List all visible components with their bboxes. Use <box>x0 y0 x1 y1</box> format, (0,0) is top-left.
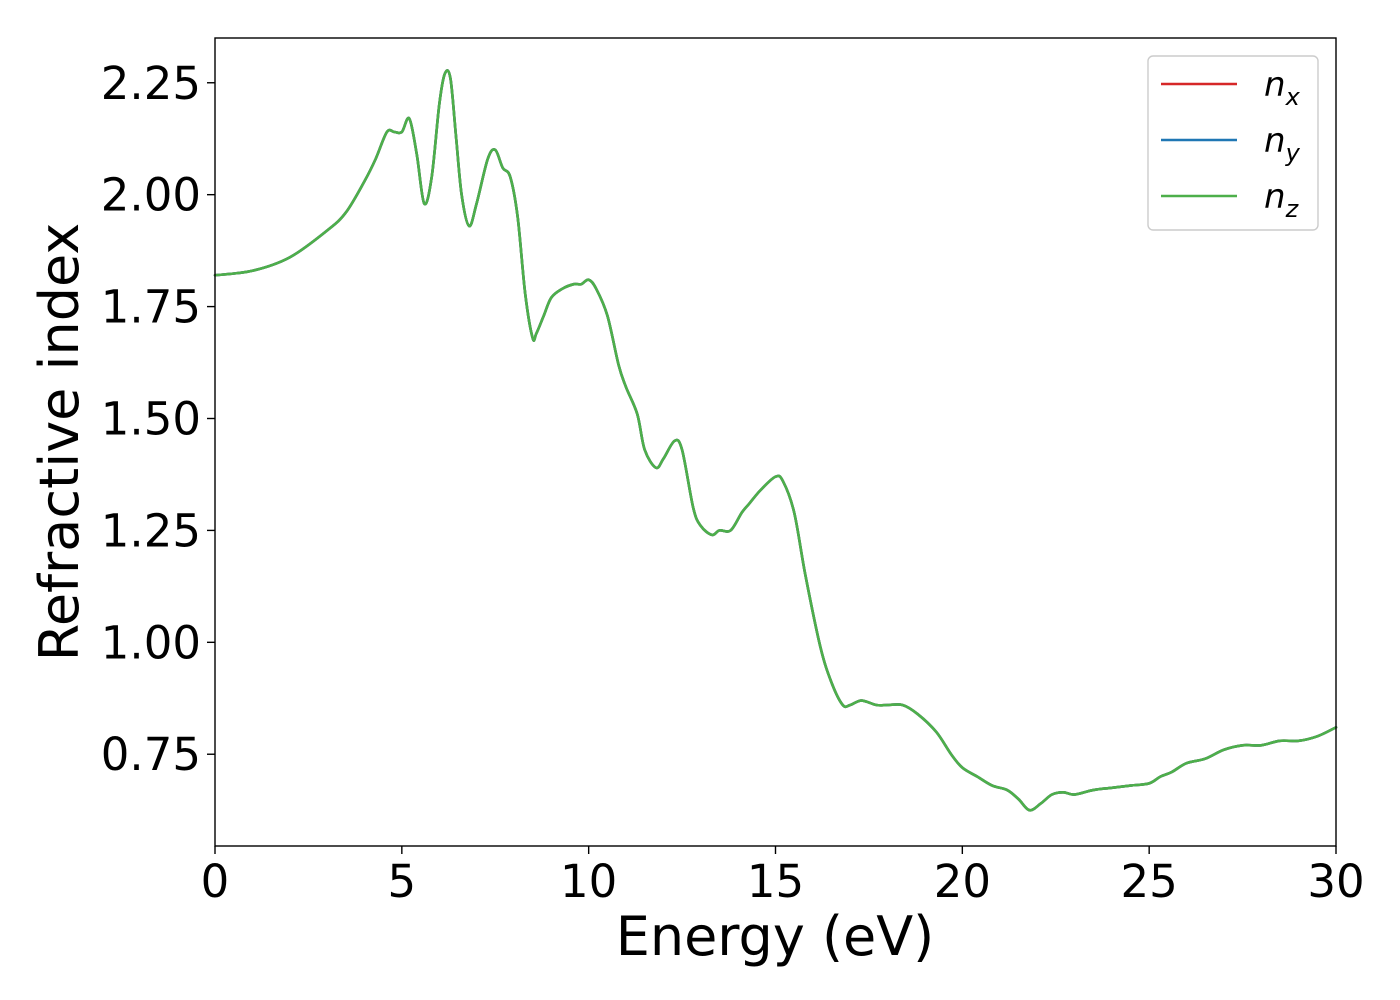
legend-label-base: n <box>1264 177 1286 217</box>
y-tick-label: 2.00 <box>101 169 201 222</box>
y-tick-label: 2.25 <box>101 57 201 110</box>
y-axis-label: Refractive index <box>28 223 91 662</box>
x-tick-label: 15 <box>747 855 804 908</box>
legend-label-ny: ny <box>1264 121 1301 167</box>
y-tick-label: 1.75 <box>101 281 201 334</box>
x-tick-label: 10 <box>560 855 617 908</box>
legend-label-base: n <box>1264 65 1286 105</box>
x-tick-label: 25 <box>1121 855 1178 908</box>
legend-label-nx: nx <box>1264 65 1301 111</box>
x-axis-label: Energy (eV) <box>616 905 935 968</box>
y-axis-ticks: 0.75 1.00 1.25 1.50 1.75 2.00 2.25 <box>101 57 215 781</box>
x-tick-label: 20 <box>934 855 991 908</box>
legend-label-subscript: y <box>1285 139 1301 167</box>
legend-label-subscript: z <box>1285 195 1300 223</box>
legend-label-nz: nz <box>1264 177 1300 223</box>
x-tick-label: 30 <box>1307 855 1364 908</box>
x-tick-label: 5 <box>388 855 417 908</box>
series-line-n-z <box>213 69 1338 812</box>
y-tick-label: 1.25 <box>101 504 201 557</box>
legend-label-subscript: x <box>1285 83 1301 111</box>
series-layer <box>213 69 1338 812</box>
x-axis-ticks: 0 5 10 15 20 25 30 <box>201 846 1365 908</box>
x-tick-label: 0 <box>201 855 230 908</box>
legend-label-base: n <box>1264 121 1286 161</box>
y-tick-label: 1.00 <box>101 616 201 669</box>
y-tick-label: 0.75 <box>101 728 201 781</box>
legend-frame <box>1147 55 1319 231</box>
y-tick-label: 1.50 <box>101 392 201 445</box>
